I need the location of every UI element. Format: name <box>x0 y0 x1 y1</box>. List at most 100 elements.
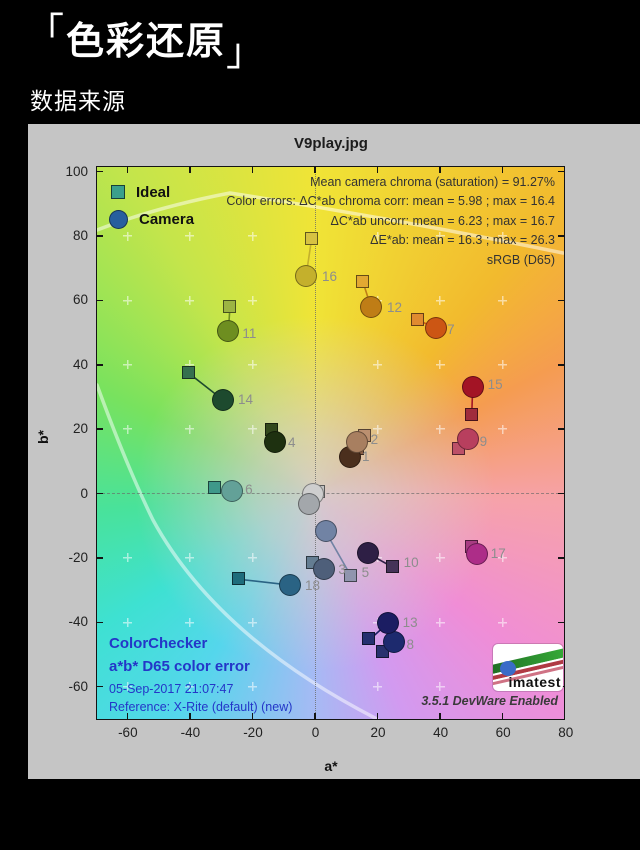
x-tick-label: 80 <box>558 725 574 740</box>
annotation-chroma-corr: Color errors: ΔC*ab chroma corr: mean = … <box>226 194 555 208</box>
srgb-gamut-boundary <box>97 190 564 719</box>
x-tick-mark <box>189 712 191 719</box>
x-tick-mark <box>376 712 379 719</box>
patch-12-camera-marker <box>360 295 382 318</box>
grid-cross-mark <box>373 682 383 692</box>
patch-16-camera-marker <box>294 265 317 288</box>
patch-11-number-label: 11 <box>242 325 257 341</box>
grid-cross-mark <box>435 231 445 241</box>
imatest-logo: imatest <box>493 643 563 691</box>
grid-cross-mark <box>122 617 132 627</box>
grid-cross-mark <box>498 617 508 627</box>
grid-cross-mark <box>122 553 132 563</box>
patch-9-camera-marker <box>456 428 479 451</box>
legend-item-camera: Camera <box>109 206 194 233</box>
grid-cross-mark <box>185 295 195 305</box>
patch-14-number-label: 14 <box>238 391 254 407</box>
page-title: 「色彩还原」 <box>26 10 266 74</box>
patch-12-ideal-marker <box>356 275 370 289</box>
legend: Ideal Camera <box>109 179 194 233</box>
ideal-square-marker-icon <box>111 185 125 199</box>
x-tick-label: 0 <box>311 725 320 740</box>
patch-13-number-label: 13 <box>402 614 418 630</box>
patch-16-ideal-marker <box>304 231 318 245</box>
grid-cross-mark <box>435 424 445 434</box>
y-tick-label: 80 <box>72 228 88 244</box>
patch-15-camera-marker <box>461 376 484 399</box>
annotation-colorspace: sRGB (D65) <box>486 252 555 267</box>
patch-10-camera-marker <box>356 541 379 564</box>
y-tick-mark <box>558 170 564 173</box>
patch-10-ideal-marker <box>386 559 400 573</box>
grid-cross-mark <box>247 553 257 563</box>
patch-14-ideal-marker <box>181 365 195 379</box>
x-tick-mark <box>251 166 254 173</box>
grid-cross-mark <box>373 424 383 434</box>
annotation-uncorr: ΔC*ab uncorr: mean = 6.23 ; max = 16.7 <box>330 213 555 228</box>
grid-cross-mark <box>185 617 195 627</box>
b-zero-dashed-line <box>97 493 564 495</box>
chart-figure: V9play.jpg b* 1 2 3 4 5 6 7 8 9 10 11 12 13 14 15 16 17 1… <box>28 124 640 779</box>
x-tick-label: 20 <box>370 725 386 740</box>
grid-cross-mark <box>247 231 257 241</box>
grid-cross-mark <box>435 295 445 305</box>
x-tick-label: 60 <box>495 725 511 740</box>
patch-15-ideal-marker <box>464 407 478 421</box>
statistics-annotation: Mean camera chroma (saturation) = 91.27%… <box>226 173 555 271</box>
x-tick-mark <box>565 167 566 173</box>
grid-cross-mark <box>247 617 257 627</box>
version-text: 3.5.1 DevWare Enabled <box>421 693 558 708</box>
grid-cross-mark <box>498 553 508 563</box>
grid-cross-mark <box>435 617 445 627</box>
patch-11-camera-marker <box>217 319 240 342</box>
x-tick-labels: -60 -40 -20 0 20 40 60 80 <box>98 725 573 745</box>
patch-5-number-label: 5 <box>361 565 370 581</box>
grid-cross-mark <box>185 231 195 241</box>
y-tick-mark <box>558 364 564 366</box>
grid-cross-mark <box>185 360 195 370</box>
grid-cross-mark <box>185 682 195 692</box>
neutral-patch-marker <box>298 492 321 515</box>
y-tick-mark <box>558 299 564 302</box>
y-tick-mark <box>97 364 103 366</box>
legend-label-camera: Camera <box>139 210 195 228</box>
patch-1-number-label: 1 <box>362 449 370 465</box>
y-tick-mark <box>97 685 103 688</box>
patch-18-number-label: 18 <box>304 577 321 593</box>
x-tick-label: 40 <box>433 725 449 740</box>
x-tick-label: -60 <box>118 725 138 740</box>
y-tick-mark <box>558 492 564 495</box>
patch-2-camera-marker <box>345 430 368 453</box>
grid-cross-mark <box>247 360 257 370</box>
x-tick-mark <box>126 712 129 719</box>
patch-5-camera-marker <box>314 520 337 543</box>
page-title-text: 色彩还原 <box>66 21 227 63</box>
footer-plot-type: a*b* D65 color error <box>109 657 250 675</box>
grid-cross-mark <box>435 360 445 370</box>
x-tick-mark <box>314 712 316 719</box>
imatest-logo-ball-icon <box>500 660 516 676</box>
grid-cross-mark <box>247 295 257 305</box>
footer-reference: Reference: X-Rite (default) (new) <box>109 699 293 714</box>
bracket-close-decoration: 」 <box>226 32 267 74</box>
y-tick-label: -20 <box>68 549 88 565</box>
grid-cross-mark <box>122 295 132 305</box>
grid-cross-mark <box>247 424 257 434</box>
y-tick-mark <box>97 492 103 495</box>
page-subtitle: 数据来源 <box>30 88 126 114</box>
patch-18-ideal-marker <box>232 571 246 585</box>
x-tick-mark <box>251 712 254 719</box>
y-tick-mark <box>558 428 564 430</box>
plot-area: 1 2 3 4 5 6 7 8 9 10 11 12 13 14 15 16 17 18 Ideal Camera… <box>96 165 566 720</box>
grid-cross-mark <box>498 231 508 241</box>
x-tick-mark <box>439 712 441 719</box>
y-tick-labels: 100 80 60 40 20 0 -20 -40 -60 <box>46 124 88 779</box>
patch-13-ideal-marker <box>362 632 376 646</box>
patch-18-camera-marker <box>278 573 301 596</box>
a-zero-dotted-line <box>314 166 316 719</box>
grid-cross-mark <box>122 424 132 434</box>
y-tick-mark <box>97 557 103 559</box>
grid-cross-mark <box>185 553 195 563</box>
ab-color-gradient-background <box>97 166 564 719</box>
